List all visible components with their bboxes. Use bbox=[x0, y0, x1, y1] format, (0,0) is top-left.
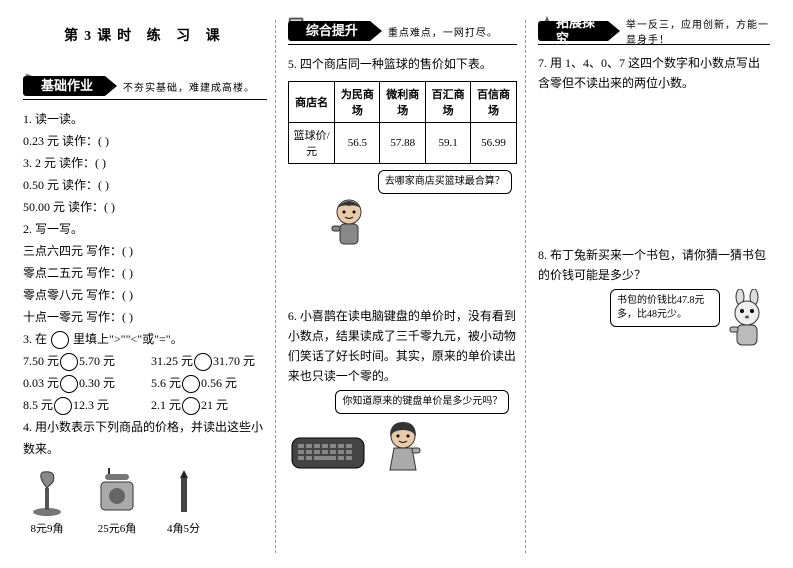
column-left: 第3课时 练 习 课 基础作业 不夯实基础，难建成高楼。 1. 读一读。 0.2… bbox=[15, 20, 275, 553]
table-cell: 59.1 bbox=[426, 123, 471, 164]
table-cell: 篮球价/元 bbox=[288, 123, 335, 164]
table-head: 商店名 bbox=[288, 82, 335, 123]
q3-row: 0.03 元0.30 元 5.6 元0.56 元 bbox=[23, 372, 267, 394]
price-table: 商店名 为民商场 微利商场 百汇商场 百信商场 篮球价/元 56.5 57.88… bbox=[288, 81, 517, 164]
table-head: 百信商场 bbox=[471, 82, 517, 123]
q6-text: 6. 小喜鹊在读电脑键盘的单价时，没有看到小数点，结果读成了三千零九元，被小动物… bbox=[288, 306, 517, 386]
q1-row: 3. 2 元 读作：( ) bbox=[23, 152, 267, 174]
table-head: 为民商场 bbox=[335, 82, 380, 123]
section-ext-title: 拓展探究 bbox=[538, 21, 608, 41]
q3-title: 3. 在 里填上">""<"或"="。 bbox=[23, 328, 267, 350]
section-comp-sub: 重点难点，一网打尽。 bbox=[388, 24, 498, 39]
keyboard-icon bbox=[288, 430, 368, 474]
section-comp: 综合提升 重点难点，一网打尽。 bbox=[288, 20, 517, 42]
q3-row: 8.5 元12.3 元 2.1 元21 元 bbox=[23, 394, 267, 416]
section-ext: 拓展探究 举一反三，应用创新，方能一显身手！ bbox=[538, 20, 770, 42]
product-label: 25元6角 bbox=[95, 520, 139, 536]
speech-bubble: 书包的价钱比47.8元多，比48元少。 bbox=[610, 289, 720, 327]
q8-text: 8. 布丁兔新买来一个书包，请你猜一猜书包的价钱可能是多少？ bbox=[538, 245, 770, 285]
q1-row: 0.23 元 读作：( ) bbox=[23, 130, 267, 152]
section-basic-title: 基础作业 bbox=[23, 76, 105, 96]
circle-icon bbox=[51, 331, 69, 349]
lesson-title: 第3课时 练 习 课 bbox=[23, 25, 267, 45]
table-head: 百汇商场 bbox=[426, 82, 471, 123]
product-lamp: 8元9角 bbox=[27, 468, 67, 536]
product-label: 4角5分 bbox=[167, 520, 200, 536]
speech-bubble: 你知道原来的键盘单价是多少元吗？ bbox=[335, 390, 509, 414]
table-row: 商店名 为民商场 微利商场 百汇商场 百信商场 bbox=[288, 82, 516, 123]
q2-row: 十点一零元 写作：( ) bbox=[23, 306, 267, 328]
q2-row: 零点零八元 写作：( ) bbox=[23, 284, 267, 306]
section-ext-sub: 举一反三，应用创新，方能一显身手！ bbox=[626, 16, 770, 46]
q2-row: 三点六四元 写作：( ) bbox=[23, 240, 267, 262]
table-row: 篮球价/元 56.5 57.88 59.1 56.99 bbox=[288, 123, 516, 164]
q4-title: 4. 用小数表示下列商品的价格，并读出这些小数来。 bbox=[23, 416, 267, 460]
table-cell: 57.88 bbox=[380, 123, 426, 164]
section-basic: 基础作业 不夯实基础，难建成高楼。 bbox=[23, 75, 267, 97]
product-row: 8元9角 25元6角 4角5分 bbox=[23, 468, 267, 536]
boy-icon bbox=[324, 194, 374, 250]
section-basic-sub: 不夯实基础，难建成高楼。 bbox=[123, 79, 255, 94]
table-cell: 56.5 bbox=[335, 123, 380, 164]
q8-cartoon: 书包的价钱比47.8元多，比48元少。 bbox=[538, 289, 770, 349]
lamp-icon bbox=[27, 468, 67, 516]
table-head: 微利商场 bbox=[380, 82, 426, 123]
pen-icon bbox=[174, 468, 194, 516]
girl-icon bbox=[378, 418, 428, 474]
column-right: 拓展探究 举一反三，应用创新，方能一显身手！ 7. 用 1、4、0、7 这四个数… bbox=[525, 20, 778, 553]
table-cell: 56.99 bbox=[471, 123, 517, 164]
q5-cartoon: 去哪家商店买篮球最合算？ bbox=[288, 174, 517, 234]
product-label: 8元9角 bbox=[27, 520, 67, 536]
q1-row: 0.50 元 读作：( ) bbox=[23, 174, 267, 196]
product-radio: 25元6角 bbox=[95, 468, 139, 536]
radio-icon bbox=[95, 468, 139, 516]
q5-title: 5. 四个商店同一种篮球的售价如下表。 bbox=[288, 53, 517, 75]
q6-cartoon: 你知道原来的键盘单价是多少元吗？ bbox=[288, 390, 517, 474]
q1-row: 50.00 元 读作：( ) bbox=[23, 196, 267, 218]
q3-row: 7.50 元5.70 元 31.25 元31.70 元 bbox=[23, 350, 267, 372]
rabbit-icon bbox=[724, 289, 770, 349]
column-mid: 综合提升 重点难点，一网打尽。 5. 四个商店同一种篮球的售价如下表。 商店名 … bbox=[275, 20, 525, 553]
q2-row: 零点二五元 写作：( ) bbox=[23, 262, 267, 284]
q1-title: 1. 读一读。 bbox=[23, 108, 267, 130]
section-comp-title: 综合提升 bbox=[288, 21, 370, 41]
q2-title: 2. 写一写。 bbox=[23, 218, 267, 240]
product-pen: 4角5分 bbox=[167, 468, 200, 536]
speech-bubble: 去哪家商店买篮球最合算？ bbox=[378, 170, 512, 194]
q7-text: 7. 用 1、4、0、7 这四个数字和小数点写出含零但不读出来的两位小数。 bbox=[538, 53, 770, 93]
